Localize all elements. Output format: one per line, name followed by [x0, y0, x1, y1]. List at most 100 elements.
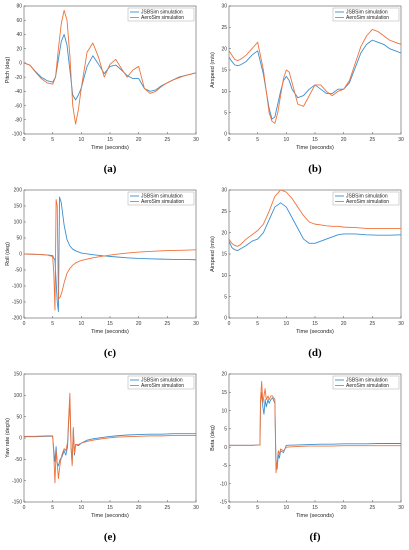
- legend-entry: JSBSim simulation: [141, 194, 183, 200]
- legend-box: [332, 7, 400, 22]
- y-tick-label: 5: [224, 110, 227, 116]
- x-tick-label: 0: [23, 321, 26, 327]
- x-tick-label: 30: [193, 505, 199, 511]
- y-tick-label: -150: [12, 500, 22, 506]
- x-tick-label: 15: [312, 505, 318, 511]
- y-tick-label: 30: [221, 188, 227, 194]
- panel-label: (c): [103, 347, 117, 359]
- x-tick-label: 25: [370, 505, 376, 511]
- y-tick-label: 30: [221, 4, 227, 10]
- x-tick-label: 15: [107, 505, 113, 511]
- y-axis-label: Beta (deg): [210, 425, 216, 451]
- plot-frame: [23, 5, 197, 135]
- y-tick-label: 40: [16, 32, 22, 38]
- y-tick-label: 0: [224, 316, 227, 322]
- legend-entry: JSBSim simulation: [346, 10, 388, 16]
- y-tick-label: -15: [220, 500, 227, 506]
- x-tick-label: 15: [312, 321, 318, 327]
- x-tick-label: 25: [165, 321, 171, 327]
- y-tick-label: 20: [16, 46, 22, 52]
- series-line-aerosim: [24, 199, 196, 311]
- y-tick-label: 25: [221, 209, 227, 215]
- legend-entry: JSBSim simulation: [346, 194, 388, 200]
- y-axis-label: Yaw rate (deg/s): [5, 418, 11, 458]
- x-tick-label: 20: [136, 137, 142, 143]
- x-tick-label: 20: [341, 505, 347, 511]
- legend-entry: AeroSim simulation: [141, 199, 184, 205]
- legend-box: [127, 375, 195, 390]
- x-tick-label: 0: [228, 505, 231, 511]
- y-tick-label: -100: [12, 478, 22, 484]
- y-tick-label: 150: [14, 204, 23, 210]
- x-tick-label: 20: [136, 321, 142, 327]
- chart-svg: 0 5 10 15 20 25 30 -15 -10 -5 0 5 10 15 20 Time (second…: [210, 372, 404, 519]
- chart-svg: 0 5 10 15 20 25 30 -150 -100 -50 0 50 100 150 Time (se…: [5, 372, 199, 519]
- y-tick-label: 200: [14, 188, 23, 194]
- y-tick-label: 80: [16, 4, 22, 10]
- x-tick-label: 0: [23, 137, 26, 143]
- x-tick-label: 25: [370, 137, 376, 143]
- chart-svg: 0 5 10 15 20 25 30 0 5 10 15 20 25 30 Time (seconds) Ai…: [210, 188, 404, 335]
- legend-box: [332, 191, 400, 206]
- legend-entry: AeroSim simulation: [346, 199, 389, 205]
- x-tick-label: 0: [228, 137, 231, 143]
- x-tick-label: 15: [312, 137, 318, 143]
- x-axis-label: Time (seconds): [91, 145, 129, 151]
- x-tick-label: 25: [165, 137, 171, 143]
- y-tick-label: 20: [221, 46, 227, 52]
- x-tick-label: 15: [107, 137, 113, 143]
- y-tick-label: -5: [223, 463, 228, 469]
- chart-svg: 0 5 10 15 20 25 30 0 5 10 15 20 25 30 Time (seconds) Ai…: [210, 4, 404, 151]
- y-tick-label: 10: [221, 89, 227, 95]
- y-tick-label: 0: [224, 132, 227, 138]
- x-tick-label: 30: [398, 137, 404, 143]
- y-tick-label: -60: [15, 103, 22, 109]
- y-tick-label: 60: [16, 18, 22, 24]
- y-tick-label: -200: [12, 316, 22, 322]
- y-axis-label: Airspeed (m/s): [210, 236, 216, 272]
- series-line-aerosim: [229, 29, 401, 124]
- legend-entry: AeroSim simulation: [141, 383, 184, 389]
- y-tick-label: -80: [15, 117, 22, 123]
- chart-svg: 0 5 10 15 20 25 30 -100 -80 -60 -40 -20 0 20 40 60 80 Tim…: [5, 4, 199, 151]
- y-tick-label: -50: [15, 268, 22, 274]
- y-tick-label: 0: [224, 445, 227, 451]
- y-tick-label: 20: [221, 230, 227, 236]
- x-tick-label: 10: [79, 137, 85, 143]
- panel-label: (d): [308, 347, 322, 359]
- legend-entry: AeroSim simulation: [346, 15, 389, 21]
- y-tick-label: -100: [12, 284, 22, 290]
- x-tick-label: 25: [165, 505, 171, 511]
- x-tick-label: 5: [256, 321, 259, 327]
- x-tick-label: 25: [370, 321, 376, 327]
- x-tick-label: 5: [51, 137, 54, 143]
- y-tick-label: 5: [224, 294, 227, 300]
- legend-entry: JSBSim simulation: [346, 378, 388, 384]
- plot-frame: [228, 189, 402, 319]
- y-tick-label: -10: [220, 481, 227, 487]
- y-tick-label: 25: [221, 25, 227, 31]
- x-tick-label: 5: [256, 137, 259, 143]
- y-tick-label: -100: [12, 132, 22, 138]
- plot-frame: [23, 189, 197, 319]
- x-tick-label: 30: [398, 505, 404, 511]
- x-tick-label: 10: [79, 321, 85, 327]
- x-tick-label: 5: [256, 505, 259, 511]
- chart-svg: 0 5 10 15 20 25 30 -200 -150 -100 -50 0 50 100 150 200 T…: [5, 188, 199, 335]
- legend-box: [127, 191, 195, 206]
- plot-frame: [228, 5, 402, 135]
- y-axis-label: Roll (deg): [5, 242, 11, 266]
- y-tick-label: 15: [221, 68, 227, 74]
- y-tick-label: 0: [19, 61, 22, 67]
- legend-entry: JSBSim simulation: [141, 10, 183, 16]
- panel-label: (e): [103, 531, 117, 543]
- x-axis-label: Time (seconds): [296, 513, 334, 519]
- y-tick-label: -20: [15, 75, 22, 81]
- x-axis-label: Time (seconds): [296, 329, 334, 335]
- chart-panel-3: 0 5 10 15 20 25 30 -200 -150 -100 -50 0 50 100 150 200 T…: [0, 184, 204, 366]
- legend-entry: JSBSim simulation: [141, 378, 183, 384]
- series-line-aerosim: [24, 9, 196, 125]
- panel-label: (a): [103, 163, 117, 175]
- y-tick-label: 150: [14, 372, 23, 378]
